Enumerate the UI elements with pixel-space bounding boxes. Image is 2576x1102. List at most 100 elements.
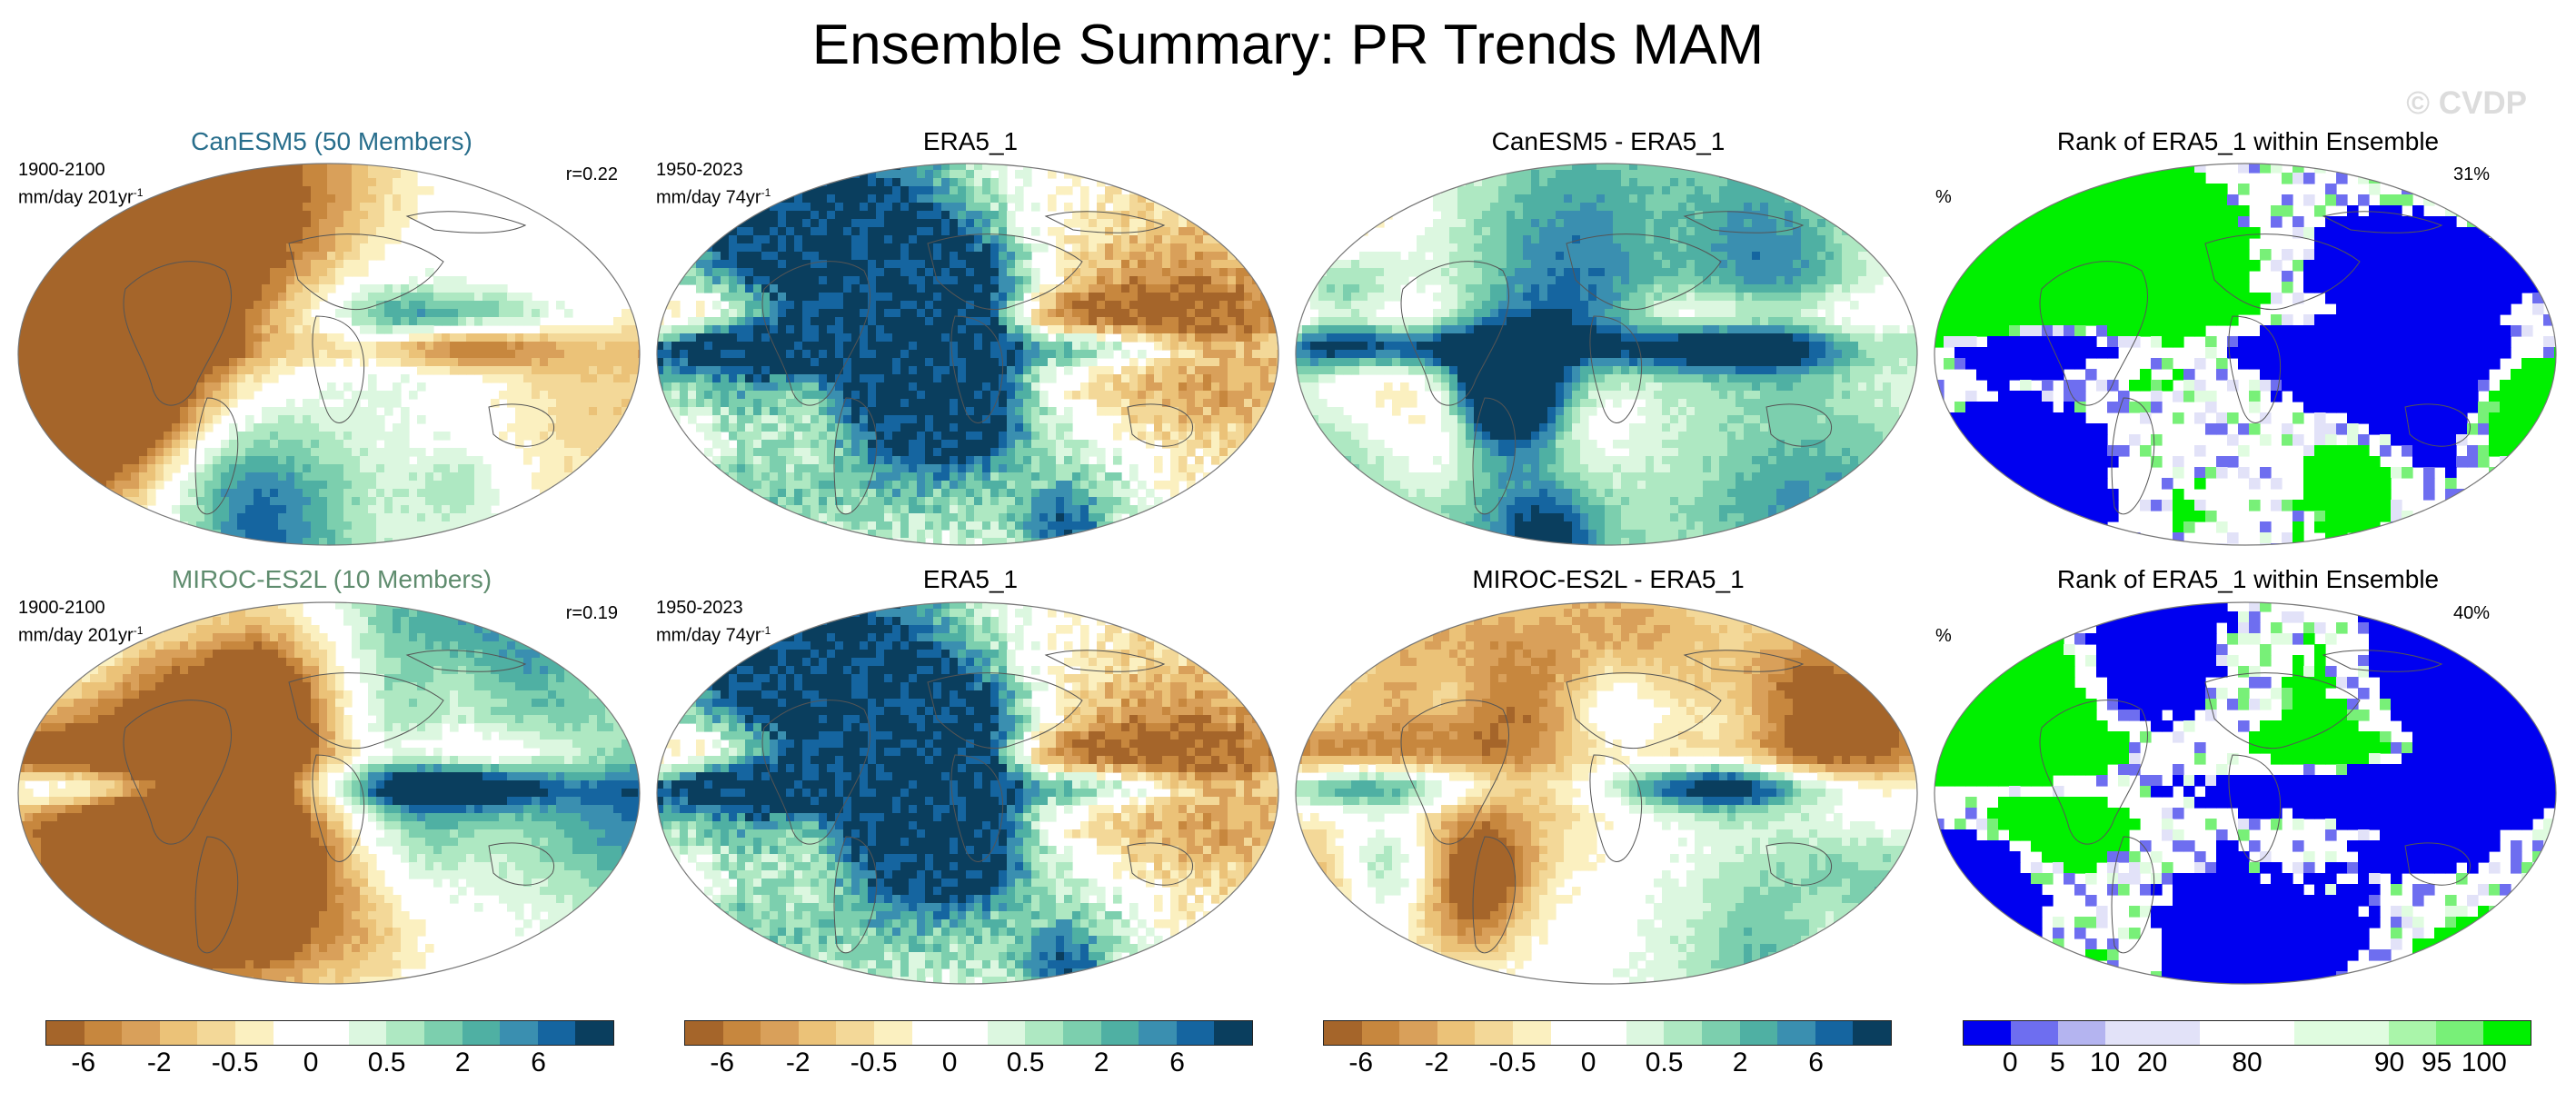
- grid-cell: [868, 350, 877, 359]
- grid-cell: [1268, 178, 1278, 187]
- grid-cell: [1195, 366, 1204, 375]
- grid-cell: [25, 276, 34, 285]
- grid-cell: [82, 325, 91, 334]
- grid-cell: [18, 481, 25, 490]
- grid-cell: [376, 497, 385, 506]
- grid-cell: [1170, 325, 1179, 334]
- grid-cell: [811, 284, 820, 293]
- grid-cell: [704, 252, 713, 261]
- grid-cell: [352, 164, 361, 171]
- grid-cell: [466, 317, 475, 326]
- grid-cell: [1015, 301, 1024, 310]
- grid-cell: [311, 497, 320, 506]
- grid-cell: [311, 243, 320, 253]
- grid-cell: [74, 268, 83, 277]
- grid-cell: [1154, 293, 1163, 302]
- grid-cell: [613, 415, 622, 424]
- grid-cell: [180, 456, 189, 465]
- grid-cell: [327, 194, 336, 204]
- grid-cell: [147, 432, 156, 441]
- grid-cell: [786, 260, 795, 269]
- grid-cell: [303, 211, 312, 220]
- grid-cell: [294, 415, 303, 424]
- grid-cell: [49, 407, 58, 416]
- grid-cell: [1105, 399, 1114, 408]
- grid-cell: [286, 464, 295, 473]
- grid-cell: [1023, 276, 1032, 285]
- grid-cell: [1219, 293, 1228, 302]
- grid-cell: [18, 513, 25, 522]
- grid-cell: [1097, 325, 1106, 334]
- grid-cell: [106, 472, 115, 482]
- grid-cell: [1236, 350, 1245, 359]
- grid-cell: [925, 309, 934, 318]
- grid-cell: [57, 407, 66, 416]
- grid-cell: [49, 178, 58, 187]
- grid-cell: [761, 186, 771, 195]
- grid-cell: [352, 530, 361, 539]
- grid-cell: [680, 342, 689, 351]
- grid-cell: [221, 301, 230, 310]
- grid-cell: [737, 164, 746, 171]
- grid-cell: [286, 472, 295, 482]
- grid-cell: [564, 423, 573, 432]
- grid-cell: [335, 530, 344, 539]
- grid-cell: [25, 497, 34, 506]
- grid-cell: [286, 456, 295, 465]
- grid-cell: [229, 382, 238, 392]
- grid-cell: [98, 194, 107, 204]
- grid-cell: [1203, 178, 1212, 187]
- grid-cell: [188, 407, 197, 416]
- grid-cell: [712, 219, 721, 228]
- grid-cell: [474, 350, 483, 359]
- grid-cell: [262, 530, 271, 539]
- grid-cell: [491, 399, 500, 408]
- grid-cell: [49, 252, 58, 261]
- grid-cell: [57, 505, 66, 514]
- grid-cell: [482, 497, 492, 506]
- grid-cell: [900, 211, 910, 220]
- grid-cell: [900, 276, 910, 285]
- grid-cell: [868, 382, 877, 392]
- grid-cell: [597, 374, 606, 383]
- grid-cell: [811, 350, 820, 359]
- grid-cell: [1048, 366, 1057, 375]
- grid-cell: [482, 481, 492, 490]
- grid-cell: [180, 489, 189, 498]
- grid-cell: [65, 293, 75, 302]
- grid-cell: [213, 481, 222, 490]
- grid-cell: [892, 333, 901, 343]
- grid-cell: [343, 456, 353, 465]
- grid-cell: [450, 276, 459, 285]
- grid-cell: [221, 333, 230, 343]
- grid-cell: [360, 203, 369, 212]
- grid-cell: [1162, 358, 1171, 367]
- grid-cell: [721, 211, 730, 220]
- grid-cell: [82, 219, 91, 228]
- grid-cell: [196, 227, 205, 236]
- grid-cell: [425, 456, 434, 465]
- grid-cell: [25, 325, 34, 334]
- grid-cell: [1187, 309, 1196, 318]
- grid-cell: [1211, 276, 1220, 285]
- grid-cell: [196, 276, 205, 285]
- grid-cell: [1080, 252, 1089, 261]
- grid-cell: [982, 260, 991, 269]
- grid-cell: [1170, 399, 1179, 408]
- grid-cell: [999, 342, 1008, 351]
- grid-cell: [900, 219, 910, 228]
- grid-cell: [90, 333, 99, 343]
- grid-cell: [196, 521, 205, 531]
- grid-cell: [90, 456, 99, 465]
- grid-cell: [974, 203, 983, 212]
- grid-cell: [794, 227, 803, 236]
- grid-cell: [65, 382, 75, 392]
- grid-cell: [1113, 260, 1122, 269]
- grid-cell: [515, 374, 524, 383]
- grid-cell: [106, 415, 115, 424]
- grid-cell: [786, 382, 795, 392]
- grid-cell: [327, 333, 336, 343]
- grid-cell: [761, 391, 771, 400]
- grid-cell: [25, 284, 34, 293]
- grid-cell: [696, 243, 705, 253]
